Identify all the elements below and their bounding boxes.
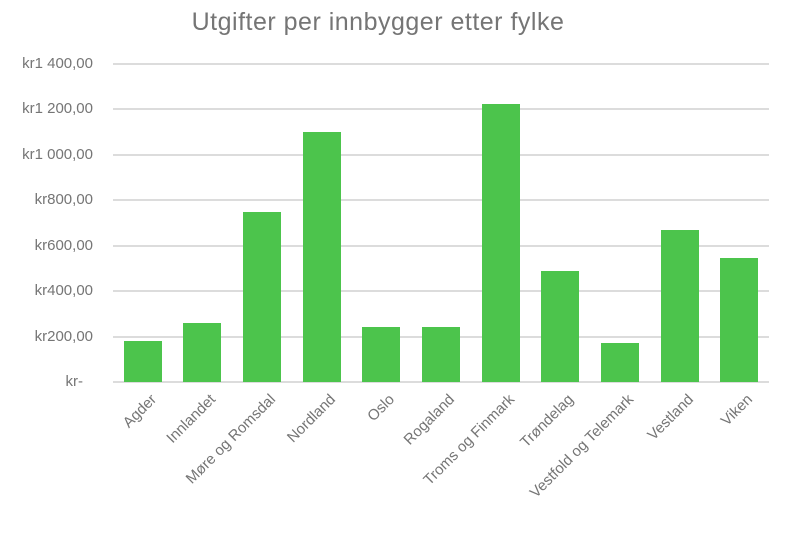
- gridline: [113, 63, 769, 65]
- bar-viken: [720, 258, 759, 382]
- bar-tr-ndelag: [541, 270, 580, 382]
- y-axis-tick-label: kr400,00: [34, 282, 93, 300]
- gridline: [113, 199, 769, 202]
- bar-nordland: [302, 132, 341, 382]
- gridline: [113, 290, 769, 293]
- y-axis-tick-label: kr-: [65, 373, 84, 390]
- bar-oslo: [362, 327, 401, 382]
- y-axis-tick-label: kr800,00: [34, 191, 93, 209]
- y-axis-tick-label: kr1 400,00: [22, 55, 93, 72]
- y-axis-tick-label: kr200,00: [34, 327, 93, 345]
- bar-vestfold-og-telemark: [600, 343, 639, 382]
- bar-agder: [123, 341, 162, 382]
- y-axis-tick-label: kr1 200,00: [22, 100, 93, 118]
- gridline: [113, 381, 769, 383]
- bar-troms-og-finmark: [481, 103, 520, 382]
- y-axis-tick-label: kr600,00: [34, 236, 93, 254]
- gridline: [113, 244, 769, 247]
- gridline: [113, 108, 769, 111]
- bar-rogaland: [422, 327, 460, 382]
- bar-m-re-og-romsdal: [243, 211, 282, 382]
- y-axis-tick-label: kr1 000,00: [22, 145, 93, 163]
- chart-title: Utgifter per innbygger etter fylke: [191, 8, 565, 36]
- gridline: [113, 153, 769, 156]
- bar-innlandet: [183, 322, 222, 382]
- bar-vestland: [660, 229, 699, 382]
